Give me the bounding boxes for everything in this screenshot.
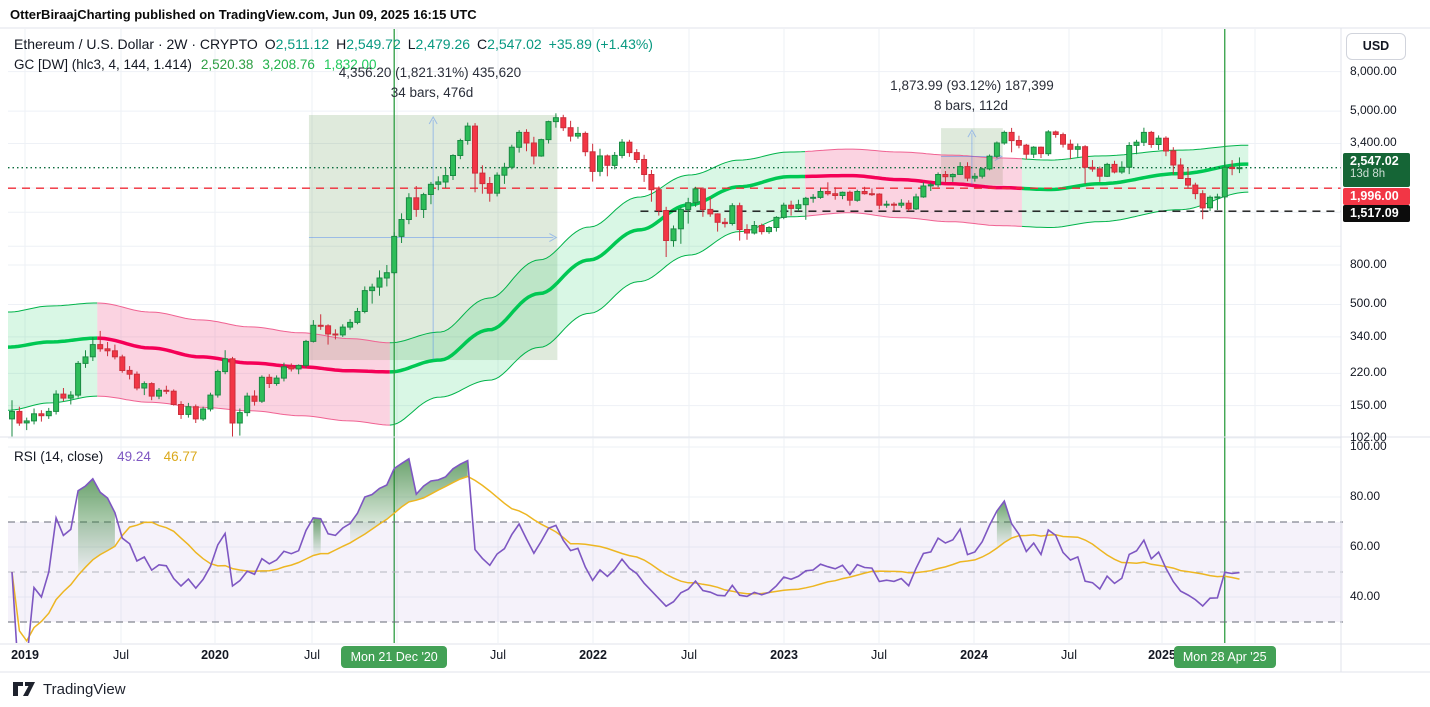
time-axis-label: Jul	[113, 648, 129, 662]
ohlc-value: 2,547.02	[487, 36, 542, 52]
gc-band-basis-green	[389, 174, 806, 374]
range1-annotation-line1: 4,356.20 (1,821.31%) 435,620	[338, 65, 522, 80]
candles	[9, 113, 1243, 437]
time-axis-label: Jul	[871, 648, 887, 662]
tradingview-logo-text: TradingView	[43, 680, 126, 698]
price-axis-label: 340.00	[1350, 328, 1387, 343]
tradingview-logo-icon	[13, 682, 35, 696]
time-axis-label: Jul	[681, 648, 697, 662]
price-axis-label: 150.00	[1350, 397, 1387, 412]
price-axis-label: 500.00	[1350, 296, 1387, 311]
rsi-axis-label: 80.00	[1350, 489, 1381, 503]
rsi-axis-label: 40.00	[1350, 589, 1381, 603]
time-axis-label: 2019	[11, 648, 39, 662]
time-axis-label: Jul	[490, 648, 506, 662]
range2-annotation-line2: 8 bars, 112d	[933, 98, 1009, 113]
change-value: +35.89 (+1.43%)	[548, 36, 653, 52]
rsi-params: (14, close)	[40, 449, 104, 464]
ohlc-label: C	[477, 36, 488, 52]
range1-annotation-line2: 34 bars, 476d	[390, 85, 474, 100]
price-axis-label: 102.00	[1350, 430, 1387, 444]
ohlc-value: 2,511.12	[275, 36, 330, 52]
symbol-title[interactable]: Ethereum / U.S. Dollar · 2W · CRYPTO	[14, 36, 258, 52]
rsi-legend[interactable]: RSI (14, close) 49.24 46.77	[14, 449, 197, 464]
indicator-value: 3,208.76	[262, 57, 315, 72]
tradingview-logo[interactable]: TradingView	[12, 679, 126, 699]
gc-band-fill-green	[389, 151, 806, 426]
time-axis-label: 2024	[960, 648, 988, 662]
black-line-price-badge: 1,517.09	[1343, 204, 1410, 222]
time-axis-label: 2022	[579, 648, 607, 662]
time-axis-label: Jul	[1061, 648, 1077, 662]
bar-countdown: 13d 8h	[1350, 167, 1386, 180]
range2-annotation-line1: 1,873.99 (93.12%) 187,399	[890, 78, 1054, 93]
gc-band-basis-pink	[805, 173, 1022, 191]
gc-band-basis-green	[1021, 162, 1249, 192]
indicator-value: 2,520.38	[200, 57, 254, 72]
ohlc-value: 2,549.72	[346, 36, 401, 52]
rsi-axis-label: 60.00	[1350, 539, 1381, 553]
ohlc-label: L	[407, 36, 416, 52]
red-line-price-badge: 1,996.00	[1343, 187, 1410, 205]
indicator-title[interactable]: GC [DW] (hlc3, 4, 144, 1.414)	[14, 57, 192, 72]
publish-bar: OtterBiraajCharting published on Trading…	[10, 7, 477, 22]
range-arrow-up	[428, 116, 438, 125]
rsi-overbought-fill	[350, 458, 468, 543]
rsi-ma-line	[11, 475, 1240, 643]
current-price-badge: 2,547.02 13d 8h	[1343, 152, 1410, 187]
rsi-value: 49.24	[117, 449, 151, 464]
range-arrow-right	[549, 233, 558, 242]
ohlc-label: H	[336, 36, 347, 52]
rsi-ma-value: 46.77	[163, 449, 198, 464]
currency-toggle-button[interactable]: USD	[1346, 33, 1406, 60]
price-axis-label: 3,400.00	[1350, 135, 1397, 150]
time-axis-label: 2020	[201, 648, 229, 662]
indicator-value: 1,832.00	[323, 57, 377, 72]
ohlc-label: O	[264, 36, 276, 52]
rsi-axis-label: 100.00	[1350, 439, 1387, 453]
rsi-overbought-fill	[313, 517, 321, 556]
time-axis-label: 2025	[1148, 648, 1176, 662]
rsi-line	[11, 457, 1240, 643]
ohlc-value: 2,479.26	[415, 36, 471, 52]
rsi-title[interactable]: RSI	[14, 449, 37, 464]
gc-band-fill-green	[8, 303, 98, 411]
range-arrow-up	[967, 129, 977, 138]
price-axis-label: 220.00	[1350, 365, 1387, 380]
grid-lines	[8, 29, 1341, 643]
date-badge-apr-2025: Mon 28 Apr '25	[1173, 646, 1276, 668]
symbol-legend[interactable]: Ethereum / U.S. Dollar · 2W · CRYPTO O2,5…	[14, 36, 653, 52]
date-badge-dec-2020: Mon 21 Dec '20	[341, 646, 448, 668]
indicator-legend[interactable]: GC [DW] (hlc3, 4, 144, 1.414) 2,520.38 3,2…	[14, 57, 377, 72]
gc-band-basis-green	[8, 336, 98, 349]
price-axis-label: 8,000.00	[1350, 63, 1397, 78]
time-axis-label: 2023	[770, 648, 798, 662]
current-price-value: 2,547.02	[1350, 153, 1399, 168]
gc-band-fill-green	[1021, 145, 1249, 228]
gc-band-basis-pink	[97, 336, 390, 374]
price-axis-label: 800.00	[1350, 256, 1387, 271]
price-axis-label: 5,000.00	[1350, 103, 1397, 118]
time-axis-label: Jul	[304, 648, 320, 662]
